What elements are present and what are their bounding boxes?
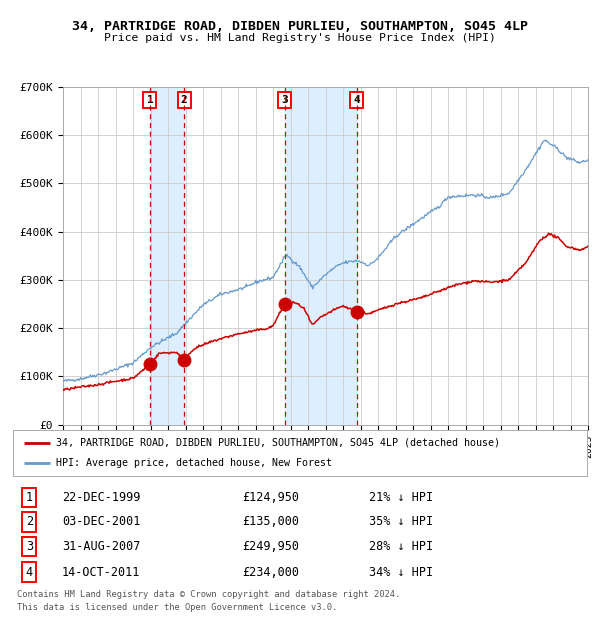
Text: 34, PARTRIDGE ROAD, DIBDEN PURLIEU, SOUTHAMPTON, SO45 4LP (detached house): 34, PARTRIDGE ROAD, DIBDEN PURLIEU, SOUT…	[56, 438, 500, 448]
Text: 3: 3	[26, 540, 33, 553]
Text: £124,950: £124,950	[242, 491, 299, 504]
Bar	[284, 87, 357, 425]
Text: This data is licensed under the Open Government Licence v3.0.: This data is licensed under the Open Gov…	[17, 603, 337, 612]
Text: 31-AUG-2007: 31-AUG-2007	[62, 540, 140, 553]
Text: Contains HM Land Registry data © Crown copyright and database right 2024.: Contains HM Land Registry data © Crown c…	[17, 590, 400, 600]
Text: HPI: Average price, detached house, New Forest: HPI: Average price, detached house, New …	[56, 458, 332, 468]
Text: 14-OCT-2011: 14-OCT-2011	[62, 565, 140, 578]
Text: £249,950: £249,950	[242, 540, 299, 553]
Text: 3: 3	[281, 95, 288, 105]
Text: 1: 1	[146, 95, 154, 105]
Text: 34% ↓ HPI: 34% ↓ HPI	[369, 565, 433, 578]
Text: £234,000: £234,000	[242, 565, 299, 578]
Text: 35% ↓ HPI: 35% ↓ HPI	[369, 515, 433, 528]
Text: 2: 2	[26, 515, 33, 528]
Text: 28% ↓ HPI: 28% ↓ HPI	[369, 540, 433, 553]
Text: 1: 1	[26, 491, 33, 504]
Text: 4: 4	[26, 565, 33, 578]
Text: 03-DEC-2001: 03-DEC-2001	[62, 515, 140, 528]
Text: 4: 4	[353, 95, 360, 105]
Text: 34, PARTRIDGE ROAD, DIBDEN PURLIEU, SOUTHAMPTON, SO45 4LP: 34, PARTRIDGE ROAD, DIBDEN PURLIEU, SOUT…	[72, 20, 528, 33]
Text: Price paid vs. HM Land Registry's House Price Index (HPI): Price paid vs. HM Land Registry's House …	[104, 33, 496, 43]
Text: 21% ↓ HPI: 21% ↓ HPI	[369, 491, 433, 504]
Text: 2: 2	[181, 95, 187, 105]
Text: £135,000: £135,000	[242, 515, 299, 528]
Text: 22-DEC-1999: 22-DEC-1999	[62, 491, 140, 504]
Bar	[150, 87, 184, 425]
